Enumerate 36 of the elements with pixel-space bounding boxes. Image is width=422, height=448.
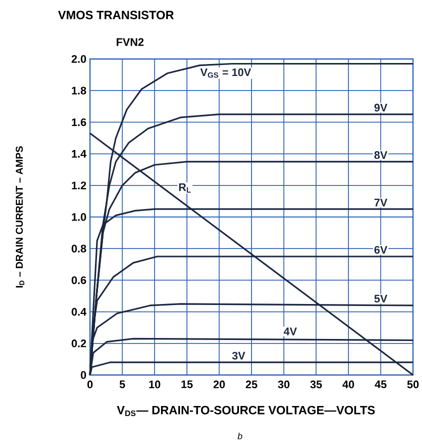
y-tick-label: 1.6 bbox=[72, 118, 86, 126]
y-tick-label: 1.4 bbox=[72, 150, 86, 158]
text: b bbox=[238, 432, 242, 440]
y-axis-title: I$_{D}$ – DRAIN CURRENT – AMPS bbox=[16, 146, 24, 288]
x-tick-label: 40 bbox=[342, 380, 354, 388]
series-label: 8V bbox=[374, 151, 388, 159]
y-tick-label: 0 bbox=[80, 371, 86, 379]
x-tick-label: 10 bbox=[149, 380, 160, 388]
x-tick-label: 45 bbox=[374, 380, 386, 388]
series-label: R$_{L}$ bbox=[179, 183, 191, 193]
x-tick-label: 0 bbox=[87, 380, 93, 388]
y-tick-label: 0.6 bbox=[72, 276, 86, 284]
x-axis-title: V$_{DS}$— DRAIN-TO-SOURCE VOLTAGE—VOLTS bbox=[116, 406, 375, 416]
x-tick-label: 15 bbox=[181, 380, 193, 388]
x-tick-label: 20 bbox=[213, 380, 225, 388]
x-tick-label: 50 bbox=[407, 380, 419, 388]
series-label: 5V bbox=[374, 294, 388, 302]
y-tick-label: 0.2 bbox=[72, 340, 86, 348]
series-label: 7V bbox=[374, 198, 388, 206]
y-tick-label: 1.0 bbox=[72, 213, 86, 221]
y-tick-label: 0.4 bbox=[72, 308, 86, 316]
y-tick-label: 0.8 bbox=[72, 244, 86, 252]
x-tick-label: 35 bbox=[310, 380, 322, 388]
y-tick-label: 1.8 bbox=[72, 86, 86, 94]
x-tick-label: 5 bbox=[120, 380, 126, 388]
chart-title: VMOS TRANSISTOR bbox=[58, 10, 174, 20]
y-tick-label: 2.0 bbox=[72, 55, 86, 63]
series-label: 9V bbox=[374, 104, 388, 112]
series-label: V$_{GS}$ = 10V bbox=[200, 68, 252, 78]
x-tick-label: 30 bbox=[278, 380, 290, 388]
series-label: 4V bbox=[284, 328, 297, 336]
series-label: 6V bbox=[374, 246, 388, 254]
y-tick-label: 1.2 bbox=[72, 182, 86, 190]
chart-subtitle: FVN2 bbox=[116, 38, 144, 46]
x-tick-label: 25 bbox=[246, 380, 258, 388]
series-label: 3V bbox=[232, 352, 246, 360]
